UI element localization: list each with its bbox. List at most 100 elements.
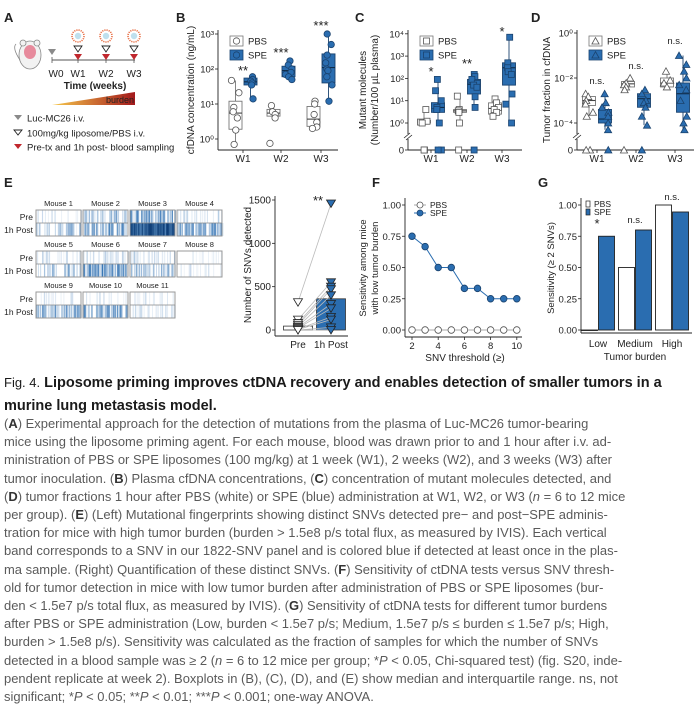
snv-band	[137, 305, 139, 318]
data-point-spe	[437, 97, 445, 105]
snv-band	[161, 292, 163, 305]
snv-band	[164, 251, 166, 264]
snv-band	[183, 210, 185, 223]
snv-band	[168, 264, 170, 277]
pair-line	[297, 327, 332, 331]
x-tick-label: W2	[274, 154, 289, 165]
snv-band	[191, 223, 194, 236]
snv-band	[63, 305, 65, 318]
snv-band	[103, 305, 105, 318]
snv-band	[218, 251, 219, 264]
caption-text: detected in a blood sample was ≥ 2 (	[4, 652, 216, 668]
snv-band	[177, 210, 179, 223]
snv-band	[157, 251, 159, 264]
snv-band	[181, 223, 183, 236]
snv-band	[165, 264, 167, 277]
snv-band	[171, 264, 173, 277]
caption-line: band corresponds to a SNV in our 1822-SN…	[4, 542, 692, 560]
snv-band	[170, 223, 172, 236]
snv-band	[66, 223, 68, 236]
snv-band	[172, 264, 174, 277]
snv-band	[118, 223, 120, 236]
snv-band	[60, 223, 62, 236]
snv-band	[108, 223, 111, 236]
snv-band	[36, 251, 38, 264]
snv-band	[92, 223, 94, 236]
data-point-spe	[324, 67, 332, 75]
snv-band	[173, 223, 175, 236]
snv-band	[132, 223, 134, 236]
snv-band	[147, 223, 149, 236]
snv-band	[133, 264, 135, 277]
data-point-spe	[323, 51, 331, 59]
snv-band	[84, 264, 86, 277]
snv-band	[142, 292, 145, 305]
snv-band	[117, 251, 119, 264]
snv-band	[44, 264, 45, 277]
snv-band	[167, 251, 169, 264]
caption-line: burden > 1.5e8 p/s). Sensitivity was cal…	[4, 633, 692, 651]
snv-band	[94, 223, 96, 236]
snv-band	[60, 251, 62, 264]
snv-band	[109, 210, 110, 223]
snv-band	[105, 305, 107, 318]
snv-band	[53, 264, 55, 277]
data-point-pbs	[420, 146, 428, 154]
snv-band	[202, 251, 204, 264]
snv-band	[184, 223, 186, 236]
snv-band	[115, 264, 117, 277]
snv-band	[84, 305, 86, 318]
snv-band	[63, 305, 65, 318]
snv-band	[100, 305, 102, 318]
mouse-label: Mouse 1	[44, 199, 73, 208]
data-point-pbs	[620, 85, 629, 94]
fingerprint-row-pre	[36, 210, 81, 223]
snv-band	[138, 210, 139, 223]
y-tick-label: 1500	[249, 196, 272, 207]
y-tick-label: 10³	[200, 30, 214, 41]
data-point-spe	[603, 125, 613, 134]
snv-band	[47, 210, 49, 223]
snv-band	[167, 210, 169, 223]
snv-band	[190, 264, 192, 277]
snv-band	[202, 223, 204, 236]
row-label-post: 1h Post	[4, 225, 33, 235]
snv-band	[47, 264, 49, 277]
snv-band	[96, 223, 98, 236]
snv-band	[43, 264, 46, 277]
snv-band	[43, 251, 45, 264]
snv-band	[114, 305, 116, 318]
y-tick-label: 10³	[390, 52, 404, 63]
snv-band	[145, 210, 147, 223]
snv-band	[79, 305, 81, 318]
snv-band	[137, 264, 139, 277]
y-tick-label: 0.50	[559, 263, 578, 274]
liposome-core	[102, 32, 110, 40]
snv-band	[142, 223, 143, 236]
data-point-spe	[637, 145, 647, 154]
snv-band	[130, 251, 132, 264]
snv-band	[73, 223, 75, 236]
data-point-pbs	[581, 145, 591, 154]
snv-band	[160, 305, 162, 318]
snv-band	[109, 210, 111, 223]
data-point-spe	[513, 295, 521, 303]
snv-band	[54, 210, 56, 223]
snv-band	[180, 210, 182, 223]
pair-line	[297, 295, 332, 327]
red-triangle-icon	[130, 54, 138, 60]
snv-band	[189, 264, 192, 277]
fingerprint-row-post	[83, 305, 128, 318]
snv-band	[114, 305, 116, 318]
caption-body: (A) Experimental approach for the detect…	[4, 415, 694, 706]
caption-line: tration for mice with high tumor burden …	[4, 524, 692, 542]
data-point-pbs	[581, 99, 590, 108]
snv-band	[100, 223, 102, 236]
snv-band	[141, 305, 143, 318]
snv-band	[122, 223, 124, 236]
snv-band	[173, 251, 175, 264]
x-tick-label: Medium	[617, 339, 653, 350]
data-point-pbs	[418, 119, 426, 127]
snv-band	[122, 223, 124, 236]
snv-band	[66, 305, 68, 318]
